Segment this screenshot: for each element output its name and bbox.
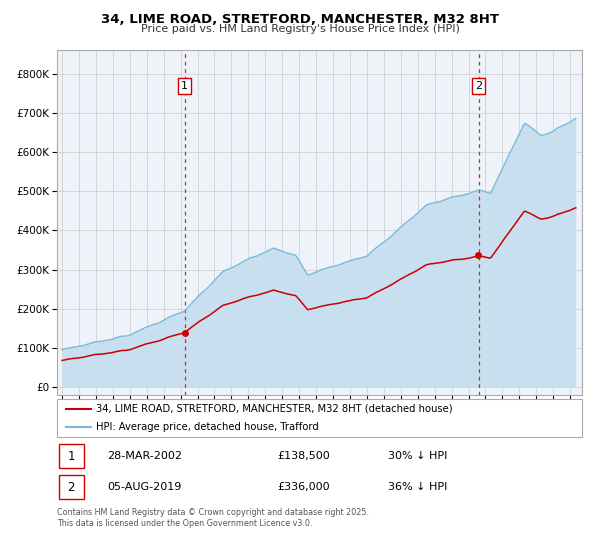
Text: Contains HM Land Registry data © Crown copyright and database right 2025.
This d: Contains HM Land Registry data © Crown c… <box>57 508 369 528</box>
Text: 05-AUG-2019: 05-AUG-2019 <box>107 482 181 492</box>
Text: HPI: Average price, detached house, Trafford: HPI: Average price, detached house, Traf… <box>97 422 319 432</box>
FancyBboxPatch shape <box>59 475 84 499</box>
Text: £138,500: £138,500 <box>277 451 330 461</box>
Text: £336,000: £336,000 <box>277 482 330 492</box>
FancyBboxPatch shape <box>59 445 84 468</box>
Text: 2: 2 <box>475 81 482 91</box>
Text: 34, LIME ROAD, STRETFORD, MANCHESTER, M32 8HT (detached house): 34, LIME ROAD, STRETFORD, MANCHESTER, M3… <box>97 404 453 414</box>
Text: 28-MAR-2002: 28-MAR-2002 <box>107 451 182 461</box>
Text: Price paid vs. HM Land Registry's House Price Index (HPI): Price paid vs. HM Land Registry's House … <box>140 24 460 34</box>
Text: 30% ↓ HPI: 30% ↓ HPI <box>388 451 447 461</box>
Text: 34, LIME ROAD, STRETFORD, MANCHESTER, M32 8HT: 34, LIME ROAD, STRETFORD, MANCHESTER, M3… <box>101 13 499 26</box>
Text: 36% ↓ HPI: 36% ↓ HPI <box>388 482 447 492</box>
Text: 1: 1 <box>181 81 188 91</box>
FancyBboxPatch shape <box>57 399 582 437</box>
Text: 1: 1 <box>67 450 75 463</box>
Text: 2: 2 <box>67 480 75 494</box>
